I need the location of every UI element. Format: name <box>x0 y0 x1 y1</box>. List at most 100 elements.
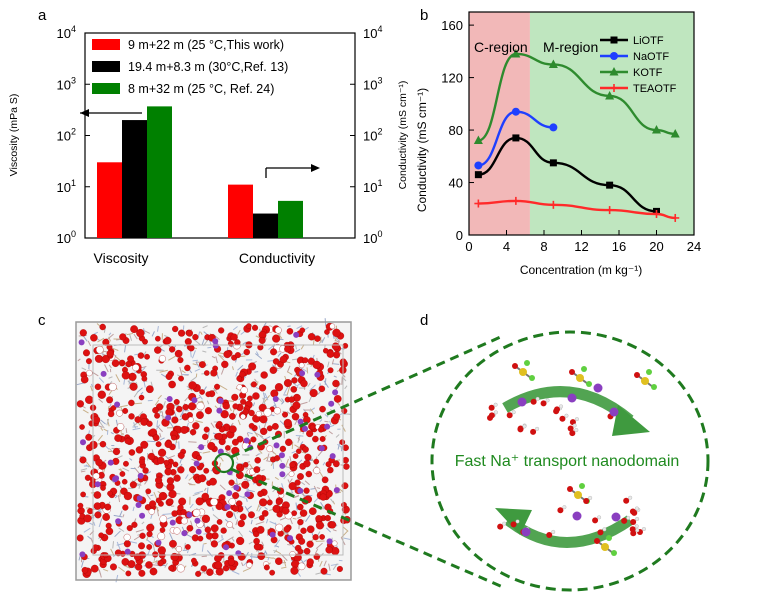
oxygen-atom <box>343 463 350 470</box>
bond-line <box>179 366 183 376</box>
bond-line <box>242 341 247 345</box>
bond-line <box>192 492 200 497</box>
oxygen-atom <box>594 538 600 544</box>
bond-line <box>211 507 214 512</box>
oxygen-atom <box>102 513 110 521</box>
oxygen-atom <box>303 487 310 494</box>
oxygen-atom <box>306 558 314 566</box>
oxygen-atom <box>246 323 252 329</box>
oxygen-atom <box>273 407 281 415</box>
point-naotf-0 <box>474 161 483 170</box>
bond-line <box>98 377 105 383</box>
b-x-tick-label-8: 8 <box>540 239 547 254</box>
bond-line <box>219 462 222 468</box>
oxygen-atom <box>305 470 313 478</box>
b-x-tick-label-16: 16 <box>612 239 626 254</box>
bond-line <box>257 449 263 454</box>
bond-line <box>201 555 207 558</box>
oxygen-atom <box>123 533 131 541</box>
oxygen-atom <box>266 499 273 506</box>
oxygen-atom <box>142 467 149 474</box>
sodium-ion <box>611 512 621 522</box>
bond-line <box>246 432 250 437</box>
sodium-ion <box>572 511 582 521</box>
bond-line <box>90 385 93 392</box>
point-liotf-0 <box>474 171 482 179</box>
oxygen-atom <box>298 537 306 545</box>
sodium-ion <box>279 462 286 469</box>
bond-line <box>277 332 283 339</box>
oxygen-atom <box>240 386 248 394</box>
oxygen-atom <box>270 536 278 544</box>
oxygen-atom <box>322 347 329 354</box>
oxygen-atom <box>271 423 279 430</box>
oxygen-atom <box>320 567 328 575</box>
water-hydrogen <box>545 398 550 403</box>
bond-line <box>331 359 335 365</box>
bond-line <box>98 569 102 578</box>
bond-line <box>122 467 130 472</box>
oxygen-atom <box>309 388 318 398</box>
oxygen-atom <box>241 480 250 489</box>
bond-line <box>194 368 201 372</box>
bar-conductivity-series-2 <box>253 213 278 238</box>
oxygen-atom <box>210 369 218 377</box>
bond-line <box>246 489 255 493</box>
bond-line <box>101 352 105 356</box>
oxygen-atom <box>146 544 153 550</box>
oxygen-atom <box>240 398 247 405</box>
oxygen-atom <box>89 440 98 449</box>
bond-line <box>98 420 105 429</box>
bond-line <box>207 346 212 349</box>
bond-line <box>281 401 285 405</box>
oxygen-atom <box>127 355 134 363</box>
bond-line <box>110 432 114 435</box>
oxygen-atom <box>324 329 330 335</box>
bond-line <box>265 518 269 524</box>
oxygen-atom <box>251 324 259 331</box>
bond-line <box>255 335 260 339</box>
bond-line <box>265 460 271 462</box>
point-kotf-2 <box>548 59 558 68</box>
oxygen-atom <box>122 504 129 511</box>
bond-line <box>300 441 304 446</box>
sodium-ion <box>112 476 119 483</box>
oxygen-atom <box>99 440 107 448</box>
bond-line <box>241 562 244 567</box>
bond-line <box>286 386 291 396</box>
bond-line <box>169 532 174 541</box>
legend-marker-naotf <box>610 52 618 60</box>
oxygen-atom <box>106 349 114 358</box>
bond-line <box>155 505 160 512</box>
bond-line <box>224 519 229 523</box>
oxygen-atom <box>178 375 184 382</box>
oxygen-atom <box>294 479 301 486</box>
oxygen-atom <box>107 490 113 497</box>
bond-line <box>226 399 234 403</box>
bond-line <box>235 371 238 377</box>
sodium-ion <box>217 397 224 404</box>
oxygen-atom <box>146 420 153 427</box>
oxygen-atom <box>128 449 136 456</box>
bond-line <box>289 478 293 483</box>
region-label-m: M-region <box>543 39 598 55</box>
oxygen-atom <box>242 408 249 416</box>
bond-line <box>332 529 337 532</box>
oxygen-atom <box>279 445 287 453</box>
bond-line <box>282 529 287 537</box>
oxygen-atom <box>291 377 298 384</box>
bond-line <box>257 453 261 456</box>
bond-line <box>263 456 268 461</box>
bar-viscosity-series-3 <box>147 106 172 238</box>
oxygen-atom <box>272 334 281 343</box>
oxygen-atom <box>145 488 152 495</box>
oxygen-atom <box>107 410 115 418</box>
oxygen-atom <box>283 418 292 428</box>
oxygen-atom <box>112 447 121 456</box>
oxygen-atom <box>157 560 164 567</box>
oxygen-atom <box>319 534 325 540</box>
oxygen-atom <box>634 372 640 378</box>
b-x-tick-label-24: 24 <box>687 239 701 254</box>
oxygen-atom <box>332 328 341 337</box>
